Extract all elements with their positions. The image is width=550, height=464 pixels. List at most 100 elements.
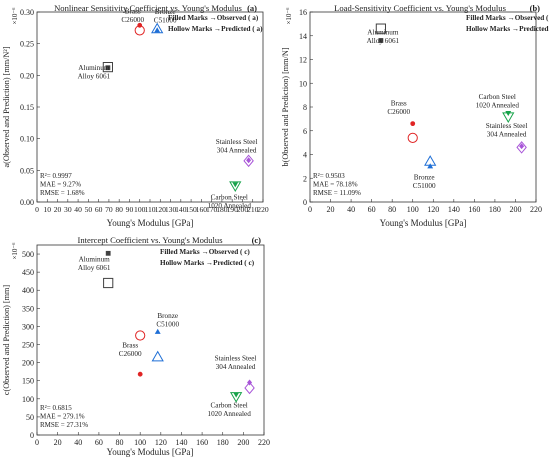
stats-line: R²= 0.6815 [40,404,72,412]
material-label: Brass [122,341,138,349]
panel-label: (a) [247,3,257,13]
material-label: C26000 [121,16,144,24]
predicted-marker [135,330,146,341]
x-tick-label: 20 [54,438,62,447]
legend-entry: Hollow Marks →Predicted ( a) [168,25,263,33]
y-axis-exponent: ×10⁻⁶ [11,7,19,25]
x-tick-label: 100 [134,205,146,214]
y-axis-label: b(Observed and Prediction) [mm/N] [281,47,290,166]
x-tick-label: 120 [155,438,167,447]
stats-line: MAE = 78.18% [313,181,358,189]
y-tick-label: 450 [22,268,34,277]
y-tick-label: 16 [299,8,307,17]
y-tick-label: 0.10 [20,135,34,144]
x-tick-label: 110 [144,205,155,214]
stats-line: MAE = 9.27% [40,181,81,189]
x-tick-label: 120 [155,205,167,214]
x-tick-label: 140 [175,438,187,447]
predicted-marker [151,22,164,34]
observed-marker [427,163,434,169]
x-tick-label: 50 [85,205,93,214]
y-tick-label: 6 [303,127,307,136]
material-label: Stainless Steel [215,355,257,363]
x-tick-label: 60 [95,205,103,214]
material-label: Bronze [414,174,435,182]
material-label: Brass [125,7,141,15]
legend-entry: Filled Marks →Observed ( a) [168,14,259,22]
predicted-marker [375,23,386,34]
y-tick-label: 0.30 [20,8,34,17]
y-tick-label: 14 [299,32,307,41]
y-tick-label: 0.20 [20,71,34,80]
material-label: 304 Annealed [217,147,257,155]
material-label: Aluminum [78,64,110,72]
material-label: Carbon Steel [479,93,516,101]
predicted-marker [516,141,527,154]
chart-title: Nonlinear Sensitivity Coefficient vs. Yo… [54,3,242,13]
observed-marker [105,250,111,256]
x-tick-label: 200 [237,438,249,447]
y-axis-exponent: ×10⁻⁶ [285,7,293,25]
predicted-marker [229,181,242,193]
y-tick-label: 12 [299,56,307,65]
legend-entry: Filled Marks →Observed ( c) [160,248,250,256]
observed-marker [246,157,252,164]
material-label: C51000 [413,182,436,190]
x-tick-label: 170 [206,205,218,214]
x-tick-label: 160 [196,438,208,447]
y-tick-label: 0.00 [20,198,34,207]
x-axis-label: Young's Modulus [GPa] [107,218,194,228]
stats-line: MAE = 279.1% [40,413,85,421]
x-tick-label: 80 [115,205,123,214]
predicted-marker [102,62,113,73]
plot-frame [36,244,265,436]
predicted-marker [103,277,114,289]
material-label: Bronze [155,8,176,16]
chart-panel-2: 0 20 40 60 80 100 120 140 160 180 200 220 0 2 4 6 8 10 12 1… [281,3,550,228]
x-tick-label: 180 [216,205,228,214]
material-label: 1020 Annealed [208,202,252,210]
x-tick-label: 100 [407,205,419,214]
predicted-marker [244,381,255,395]
material-label: 304 Annealed [216,363,256,371]
x-tick-label: 220 [258,438,270,447]
panel-label: (b) [530,3,541,13]
x-tick-label: 220 [530,205,542,214]
y-tick-label: 300 [22,322,34,331]
predicted-marker [407,132,418,143]
x-tick-label: 60 [368,205,376,214]
x-tick-label: 190 [226,205,238,214]
material-label: Aluminum [367,29,399,37]
x-tick-label: 130 [165,205,177,214]
panel-label: (c) [252,235,262,245]
material-label: Alloy 6061 [78,73,111,81]
x-tick-label: 80 [388,205,396,214]
x-tick-label: 40 [74,438,82,447]
x-tick-label: 120 [427,205,439,214]
x-tick-label: 220 [257,205,269,214]
x-tick-label: 0 [35,438,39,447]
material-label: Alloy 6061 [78,264,111,272]
y-tick-label: 0.05 [20,166,34,175]
x-tick-label: 20 [54,205,62,214]
x-tick-label: 200 [509,205,521,214]
x-tick-label: 30 [64,205,72,214]
y-tick-label: 4 [303,151,307,160]
y-tick-label: 10 [299,79,307,88]
material-label: 304 Annealed [487,131,527,139]
x-tick-label: 70 [105,205,113,214]
x-tick-label: 0 [35,205,39,214]
y-tick-label: 0.15 [20,103,34,112]
y-axis-label: c(Observed and Prediction) [mm] [2,285,11,396]
x-tick-label: 210 [247,205,259,214]
y-tick-label: 0 [303,198,307,207]
x-tick-label: 20 [327,205,335,214]
y-tick-label: 100 [22,395,34,404]
material-label: C51000 [156,320,179,328]
legend-entry: Filled Marks →Observed ( b) [466,14,550,22]
material-label: 1020 Annealed [207,410,251,418]
material-label: C51000 [154,17,177,25]
stats-line: RMSE = 11.09% [313,189,361,197]
x-tick-label: 160 [196,205,208,214]
